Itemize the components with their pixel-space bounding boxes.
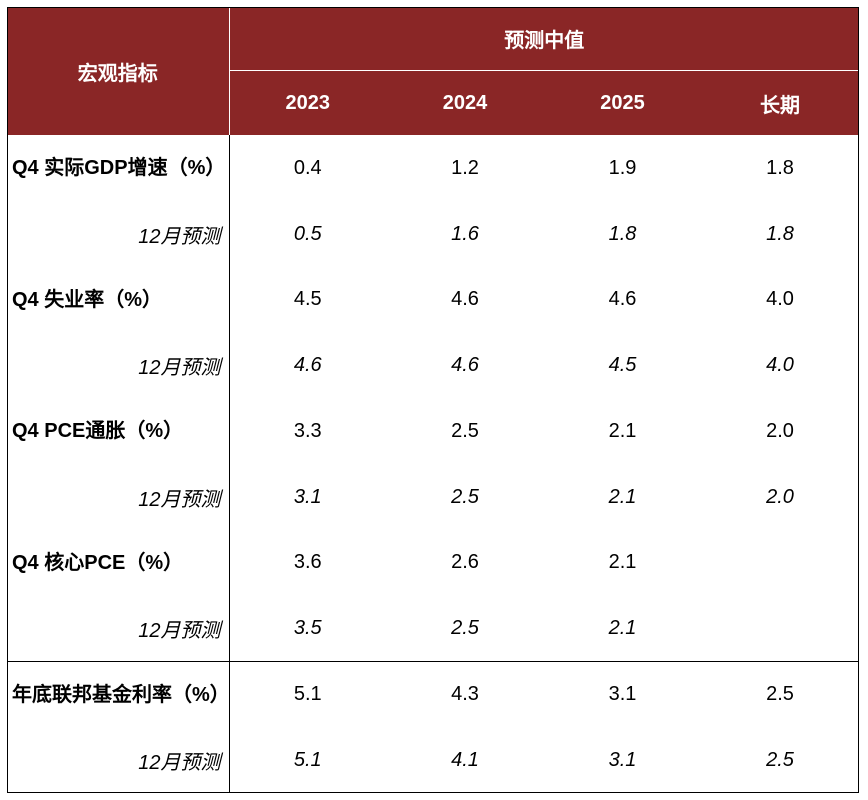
header-year-longrun: 长期 — [701, 70, 859, 136]
table-cell: 3.1 — [544, 660, 701, 728]
table-cell: 4.6 — [451, 288, 479, 311]
forecast-table: 宏观指标 预测中值 2023 2024 2025 长期 Q4 实际GDP增速（%… — [7, 7, 859, 793]
table-cell: 4.6 — [608, 288, 637, 311]
table-cell: 2.6 — [451, 551, 479, 574]
table-row-fed-funds: 年底联邦基金利率（%） 5.1 4.3 3.1 2.5 — [7, 660, 859, 728]
table-cell: 1.2 — [451, 156, 479, 179]
table-cell: 0.5 — [293, 222, 322, 245]
header-row-years: 2023 2024 2025 长期 — [7, 70, 859, 136]
row-label-pce: Q4 PCE通胀（%） — [7, 398, 230, 465]
table-cell: 5.1 — [293, 748, 322, 771]
table-row-gdp-forecast: 12月预测 0.5 1.6 1.8 1.8 — [7, 201, 859, 267]
table-cell: 2.5 — [451, 419, 479, 442]
table-cell: 4.0 — [766, 288, 794, 311]
table-cell: 3.6 — [293, 551, 322, 574]
table-cell: 4.6 — [293, 354, 322, 377]
header-year-2024: 2024 — [386, 70, 544, 136]
row-label-unemployment: Q4 失业率（%） — [7, 266, 230, 333]
table-cell: 5.1 — [229, 660, 386, 728]
row-label-forecast: 12月预测 — [7, 595, 230, 662]
header-median-forecast: 预测中值 — [229, 7, 859, 72]
table-cell: 1.8 — [766, 222, 794, 245]
table-row-unemployment-forecast: 12月预测 4.6 4.6 4.5 4.0 — [7, 332, 859, 399]
table-cell: 2.1 — [608, 551, 637, 574]
header-year-2023: 2023 — [229, 70, 386, 136]
row-label-forecast: 12月预测 — [7, 332, 230, 399]
header-year-2025: 2025 — [544, 70, 701, 136]
table-cell: 4.1 — [451, 748, 479, 771]
table-cell: 1.8 — [766, 156, 794, 179]
row-label-forecast: 12月预测 — [7, 201, 230, 267]
table-cell: 2.1 — [608, 616, 637, 639]
table-cell: 2.5 — [451, 616, 479, 639]
table-cell — [701, 596, 859, 662]
table-row-pce: Q4 PCE通胀（%） 3.3 2.5 2.1 2.0 — [7, 398, 859, 465]
table-cell: 3.1 — [293, 485, 322, 508]
table-row-unemployment: Q4 失业率（%） 4.5 4.6 4.6 4.0 — [7, 266, 859, 333]
table-cell: 4.3 — [386, 660, 544, 728]
table-cell: 2.0 — [766, 419, 794, 442]
table-row-core-pce-forecast: 12月预测 3.5 2.5 2.1 — [7, 595, 859, 662]
table-cell: 4.6 — [451, 354, 479, 377]
table-cell: 3.3 — [293, 419, 322, 442]
table-cell: 3.1 — [608, 748, 637, 771]
row-label-forecast: 12月预测 — [7, 727, 230, 793]
table-cell: 2.5 — [766, 748, 794, 771]
row-label-fed-funds: 年底联邦基金利率（%） — [7, 660, 230, 728]
table-cell: 4.5 — [293, 288, 322, 311]
table-row-pce-forecast: 12月预测 3.1 2.5 2.1 2.0 — [7, 464, 859, 530]
table-cell: 2.0 — [766, 485, 794, 508]
table-row-gdp: Q4 实际GDP增速（%） 0.4 1.2 1.9 1.8 — [7, 135, 859, 202]
row-label-gdp: Q4 实际GDP增速（%） — [7, 135, 230, 202]
table-cell — [701, 530, 859, 596]
table-cell: 2.5 — [451, 485, 479, 508]
table-cell: 4.0 — [766, 354, 794, 377]
table-cell: 2.1 — [608, 419, 637, 442]
table-row-fed-funds-forecast: 12月预测 5.1 4.1 3.1 2.5 — [7, 727, 859, 793]
header-indicator: 宏观指标 — [7, 7, 230, 136]
table-cell: 4.5 — [608, 354, 637, 377]
table-cell: 2.5 — [701, 660, 859, 728]
table-cell: 1.9 — [608, 156, 637, 179]
table-cell: 3.5 — [293, 616, 322, 639]
table-cell: 0.4 — [293, 156, 322, 179]
table-cell: 1.6 — [451, 222, 479, 245]
table-cell: 2.1 — [608, 485, 637, 508]
header-row-group: 宏观指标 预测中值 — [7, 7, 859, 136]
row-label-forecast: 12月预测 — [7, 464, 230, 530]
table-cell: 1.8 — [608, 222, 637, 245]
row-label-core-pce: Q4 核心PCE（%） — [7, 529, 230, 596]
table-row-core-pce: Q4 核心PCE（%） 3.6 2.6 2.1 — [7, 529, 859, 596]
